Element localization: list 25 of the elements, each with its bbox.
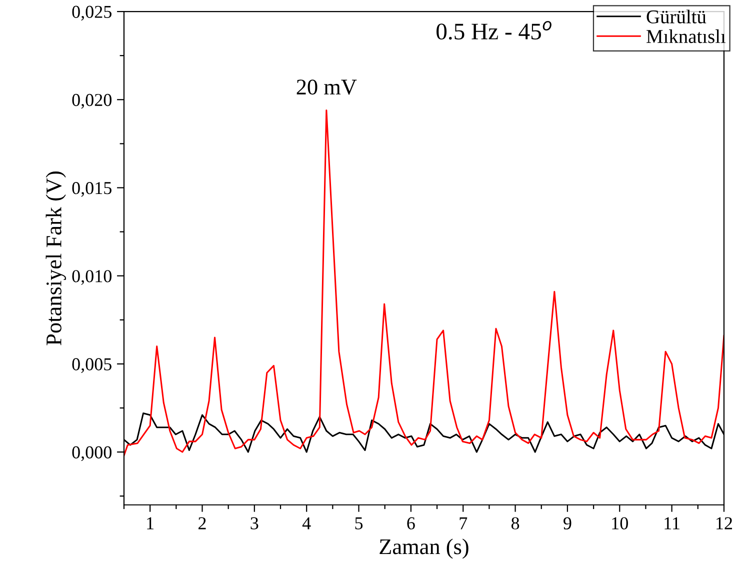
y-axis-title: Potansiyel Fark (V) bbox=[46, 172, 66, 346]
y-tick-label: 0,015 bbox=[72, 182, 112, 197]
x-tick-label: 7 bbox=[460, 517, 468, 530]
x-tick-label: 10 bbox=[612, 517, 628, 530]
line-series bbox=[124, 109, 724, 456]
x-tick-label: 6 bbox=[407, 517, 415, 530]
x-axis-title: Zaman (s) bbox=[380, 538, 468, 559]
y-tick-label: 0,020 bbox=[72, 94, 112, 109]
x-tick-label: 8 bbox=[511, 517, 520, 530]
x-tick-label: 9 bbox=[564, 517, 572, 530]
y-tick-label: 0,000 bbox=[72, 446, 112, 462]
legend-label: Gürültü bbox=[646, 10, 706, 24]
y-tick-label: 0,025 bbox=[72, 6, 112, 21]
x-tick-label: 12 bbox=[716, 517, 732, 530]
y-tick-label: 0,005 bbox=[72, 358, 112, 373]
legend-label: Mıknatıslı bbox=[646, 29, 726, 44]
x-tick-label: 3 bbox=[250, 517, 258, 530]
annotation: 0.5 Hz - 45$^{o}$ bbox=[436, 21, 552, 40]
y-tick-label: 0,010 bbox=[72, 270, 112, 285]
x-tick-label: 4 bbox=[302, 517, 311, 530]
x-tick-label: 1 bbox=[147, 517, 154, 530]
x-tick-label: 5 bbox=[355, 517, 363, 530]
annotation: 20 mV bbox=[296, 80, 357, 95]
x-tick-label: 11 bbox=[664, 517, 680, 530]
x-tick-label: 2 bbox=[198, 517, 206, 530]
